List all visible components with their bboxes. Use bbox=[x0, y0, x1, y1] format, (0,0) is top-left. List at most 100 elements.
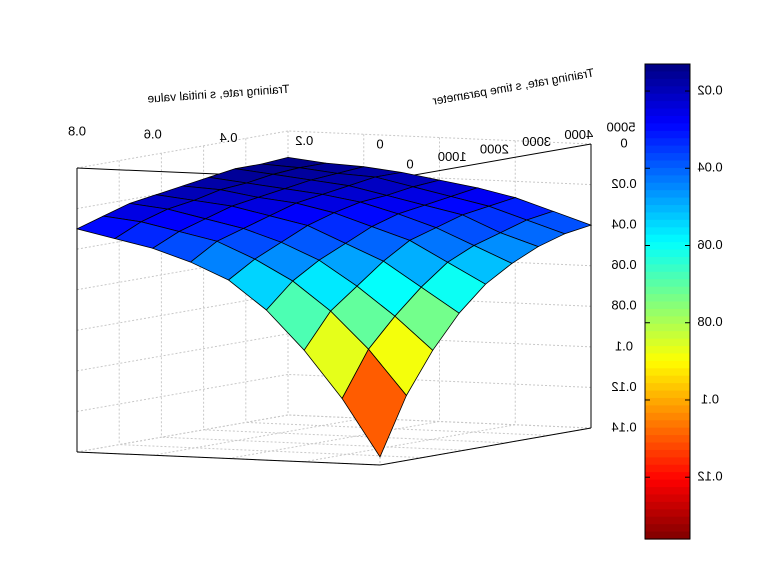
colorbar-segment bbox=[645, 360, 690, 369]
colorbar-segment bbox=[645, 301, 690, 310]
grid-line bbox=[76, 414, 289, 453]
grid-line bbox=[228, 421, 440, 459]
z-tick-label: 0.04 bbox=[611, 217, 636, 232]
colorbar-tick-label: 0.02 bbox=[697, 82, 722, 97]
colorbar-segment bbox=[645, 412, 690, 421]
colorbar-segment bbox=[645, 212, 690, 221]
colorbar-segment bbox=[645, 86, 690, 95]
colorbar-segment bbox=[645, 479, 690, 488]
y-tick-label: 0 bbox=[406, 156, 413, 171]
x-tick-label: 0.4 bbox=[219, 130, 237, 145]
colorbar-segment bbox=[645, 397, 690, 407]
colorbar-segment bbox=[645, 368, 690, 377]
colorbar-segment bbox=[645, 375, 690, 384]
z-tick-label: 0 bbox=[620, 135, 627, 150]
colorbar-segment bbox=[645, 464, 690, 473]
colorbar-segment bbox=[645, 64, 690, 73]
colorbar-segment bbox=[645, 338, 690, 347]
colorbar-segment bbox=[645, 316, 690, 325]
colorbar-segment bbox=[645, 279, 690, 288]
colorbar-segment bbox=[645, 442, 690, 451]
colorbar-segment bbox=[645, 197, 690, 206]
colorbar-segment bbox=[645, 487, 690, 496]
grid-line bbox=[76, 130, 289, 169]
x-tick-label: 0.6 bbox=[144, 127, 162, 142]
y-tick-label: 3000 bbox=[522, 134, 551, 149]
z-tick-label: 0.06 bbox=[611, 257, 636, 272]
x-tick-label: 0.8 bbox=[68, 123, 86, 138]
x-axis-label: Training rate, s initial value bbox=[147, 82, 290, 106]
grid-line bbox=[304, 424, 516, 463]
colorbar-segment bbox=[645, 472, 690, 481]
colorbar-segment bbox=[645, 71, 690, 80]
colorbar-segment bbox=[645, 256, 690, 265]
colorbar-segment bbox=[645, 130, 690, 139]
grid-line bbox=[76, 373, 289, 412]
y-tick-label: 5000 bbox=[607, 119, 636, 134]
grid-line bbox=[152, 417, 364, 456]
colorbar-segment bbox=[645, 509, 690, 518]
colorbar-tick-label: 0.12 bbox=[697, 469, 722, 484]
colorbar-segment bbox=[645, 457, 690, 466]
y-tick-label: 1000 bbox=[438, 149, 467, 164]
grid-line bbox=[76, 333, 289, 372]
colorbar-segment bbox=[645, 264, 690, 273]
colorbar-segment bbox=[645, 115, 690, 124]
grid-line bbox=[119, 444, 423, 459]
colorbar-tick-label: 0.04 bbox=[697, 160, 722, 175]
surface-patch bbox=[341, 348, 407, 458]
z-tick-label: 0.14 bbox=[611, 419, 636, 434]
colorbar-segment bbox=[645, 78, 690, 87]
colorbar-segment bbox=[645, 234, 690, 243]
colorbar-segment bbox=[645, 531, 690, 540]
colorbar-tick-label: 0.06 bbox=[697, 237, 722, 252]
grid-line bbox=[245, 421, 549, 436]
colorbar-tick-label: 0.1 bbox=[701, 391, 719, 406]
surface bbox=[75, 156, 593, 458]
colorbar-segment bbox=[645, 182, 690, 191]
colorbar-segment bbox=[645, 383, 690, 392]
colorbar-segment bbox=[645, 167, 690, 176]
colorbar-segment bbox=[645, 353, 690, 362]
colorbar-segment bbox=[645, 420, 690, 429]
z-tick-label: 0.1 bbox=[615, 338, 633, 353]
colorbar-segment bbox=[645, 516, 690, 525]
colorbar-segment bbox=[645, 308, 690, 317]
y-tick-label: 4000 bbox=[564, 127, 593, 142]
colorbar-segment bbox=[645, 190, 690, 199]
colorbar-tick-label: 0.08 bbox=[697, 314, 722, 329]
colorbar-segment bbox=[645, 346, 690, 355]
colorbar-segment bbox=[645, 271, 690, 280]
mirrored-plot-group: 00.20.40.60.80 1000 2000 3000 4000 500000.020… bbox=[68, 63, 723, 540]
z-tick-label: 0.12 bbox=[611, 379, 636, 394]
colorbar-segment bbox=[645, 227, 690, 236]
colorbar-segment bbox=[645, 331, 690, 340]
colorbar-segment bbox=[645, 501, 690, 510]
z-tick-label: 0.08 bbox=[611, 298, 636, 313]
colorbar-segment bbox=[645, 138, 690, 147]
grid-line bbox=[287, 414, 592, 429]
colorbar-segment bbox=[645, 323, 690, 332]
colorbar-frame bbox=[644, 63, 691, 540]
colorbar-segment bbox=[645, 390, 690, 399]
colorbar-segment bbox=[645, 93, 690, 102]
colorbar-segment bbox=[645, 123, 690, 132]
z-tick-label: 0.02 bbox=[611, 176, 636, 191]
colorbar-segment bbox=[645, 101, 690, 110]
colorbar-segment bbox=[645, 494, 690, 503]
box-edge bbox=[379, 427, 592, 466]
x-tick-label: 0.2 bbox=[295, 133, 313, 148]
y-axis-label: Training rate, s time parameter bbox=[432, 66, 596, 108]
colorbar-segment bbox=[645, 219, 690, 228]
colorbar-segment bbox=[645, 153, 690, 162]
colorbar-segment bbox=[645, 242, 690, 251]
colorbar-segment bbox=[645, 249, 690, 258]
grid-line bbox=[161, 436, 465, 451]
colorbar-segment bbox=[645, 160, 690, 169]
colorbar-segment bbox=[645, 405, 690, 414]
grid-line bbox=[203, 429, 507, 444]
box-edge bbox=[76, 451, 381, 466]
y-tick-label: 2000 bbox=[480, 142, 509, 157]
